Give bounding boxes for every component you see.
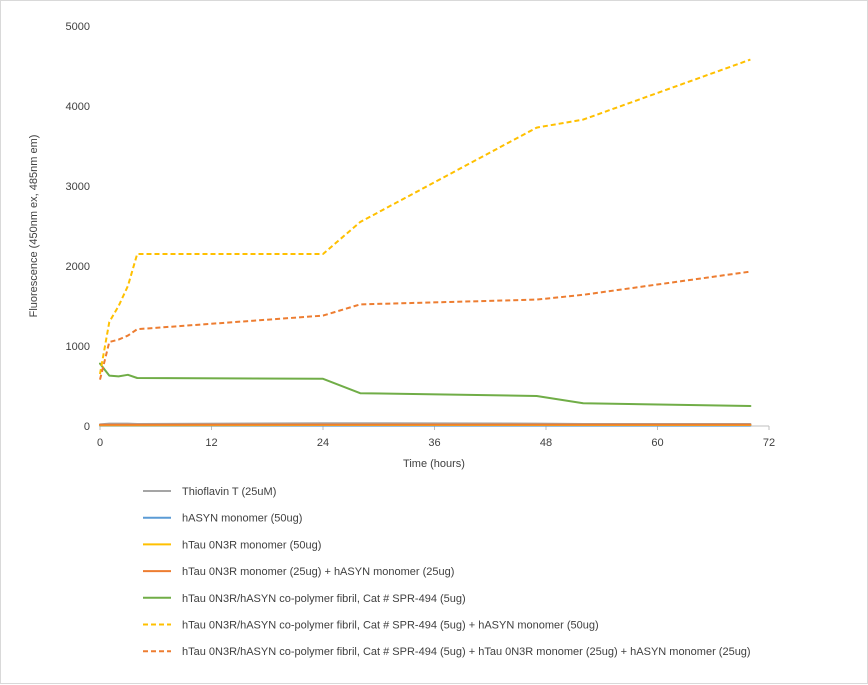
x-tick-label: 60 <box>651 437 663 449</box>
x-tick-label: 0 <box>97 437 103 449</box>
x-tick-label: 24 <box>317 437 329 449</box>
y-tick-label: 3000 <box>66 181 90 193</box>
x-tick-label: 72 <box>763 437 775 449</box>
legend-label-6: hTau 0N3R/hASYN co-polymer fibril, Cat #… <box>182 620 599 632</box>
y-tick-label: 1000 <box>66 341 90 353</box>
legend-label-2: hASYN monomer (50ug) <box>182 513 302 525</box>
y-axis-title: Fluorescence (450nm ex, 485nm em) <box>28 135 40 318</box>
y-tick-label: 0 <box>84 421 90 433</box>
legend-label-3: hTau 0N3R monomer (50ug) <box>182 539 321 551</box>
y-tick-label: 2000 <box>66 261 90 273</box>
legend-label-5: hTau 0N3R/hASYN co-polymer fibril, Cat #… <box>182 593 466 605</box>
x-tick-label: 36 <box>428 437 440 449</box>
x-tick-label: 12 <box>205 437 217 449</box>
axes: Time (hours) Fluorescence (450nm ex, 485… <box>28 135 769 470</box>
legend-label-7: hTau 0N3R/hASYN co-polymer fibril, Cat #… <box>182 646 751 658</box>
x-tick-label: 48 <box>540 437 552 449</box>
series-line-7 <box>100 272 750 380</box>
legend-label-4: hTau 0N3R monomer (25ug) + hASYN monomer… <box>182 566 454 578</box>
x-axis-title: Time (hours) <box>403 458 465 470</box>
y-tick-label: 5000 <box>66 21 90 33</box>
series-lines <box>100 60 750 426</box>
series-line-5 <box>100 364 750 406</box>
series-line-6 <box>100 60 750 374</box>
legend: Thioflavin T (25uM) hASYN monomer (50ug) h… <box>143 486 751 658</box>
y-tick-label: 4000 <box>66 101 90 113</box>
axis-ticks: 0 1000 2000 3000 4000 5000 0 12 24 36 48 60 72 <box>66 21 776 449</box>
legend-label-1: Thioflavin T (25uM) <box>182 486 276 498</box>
